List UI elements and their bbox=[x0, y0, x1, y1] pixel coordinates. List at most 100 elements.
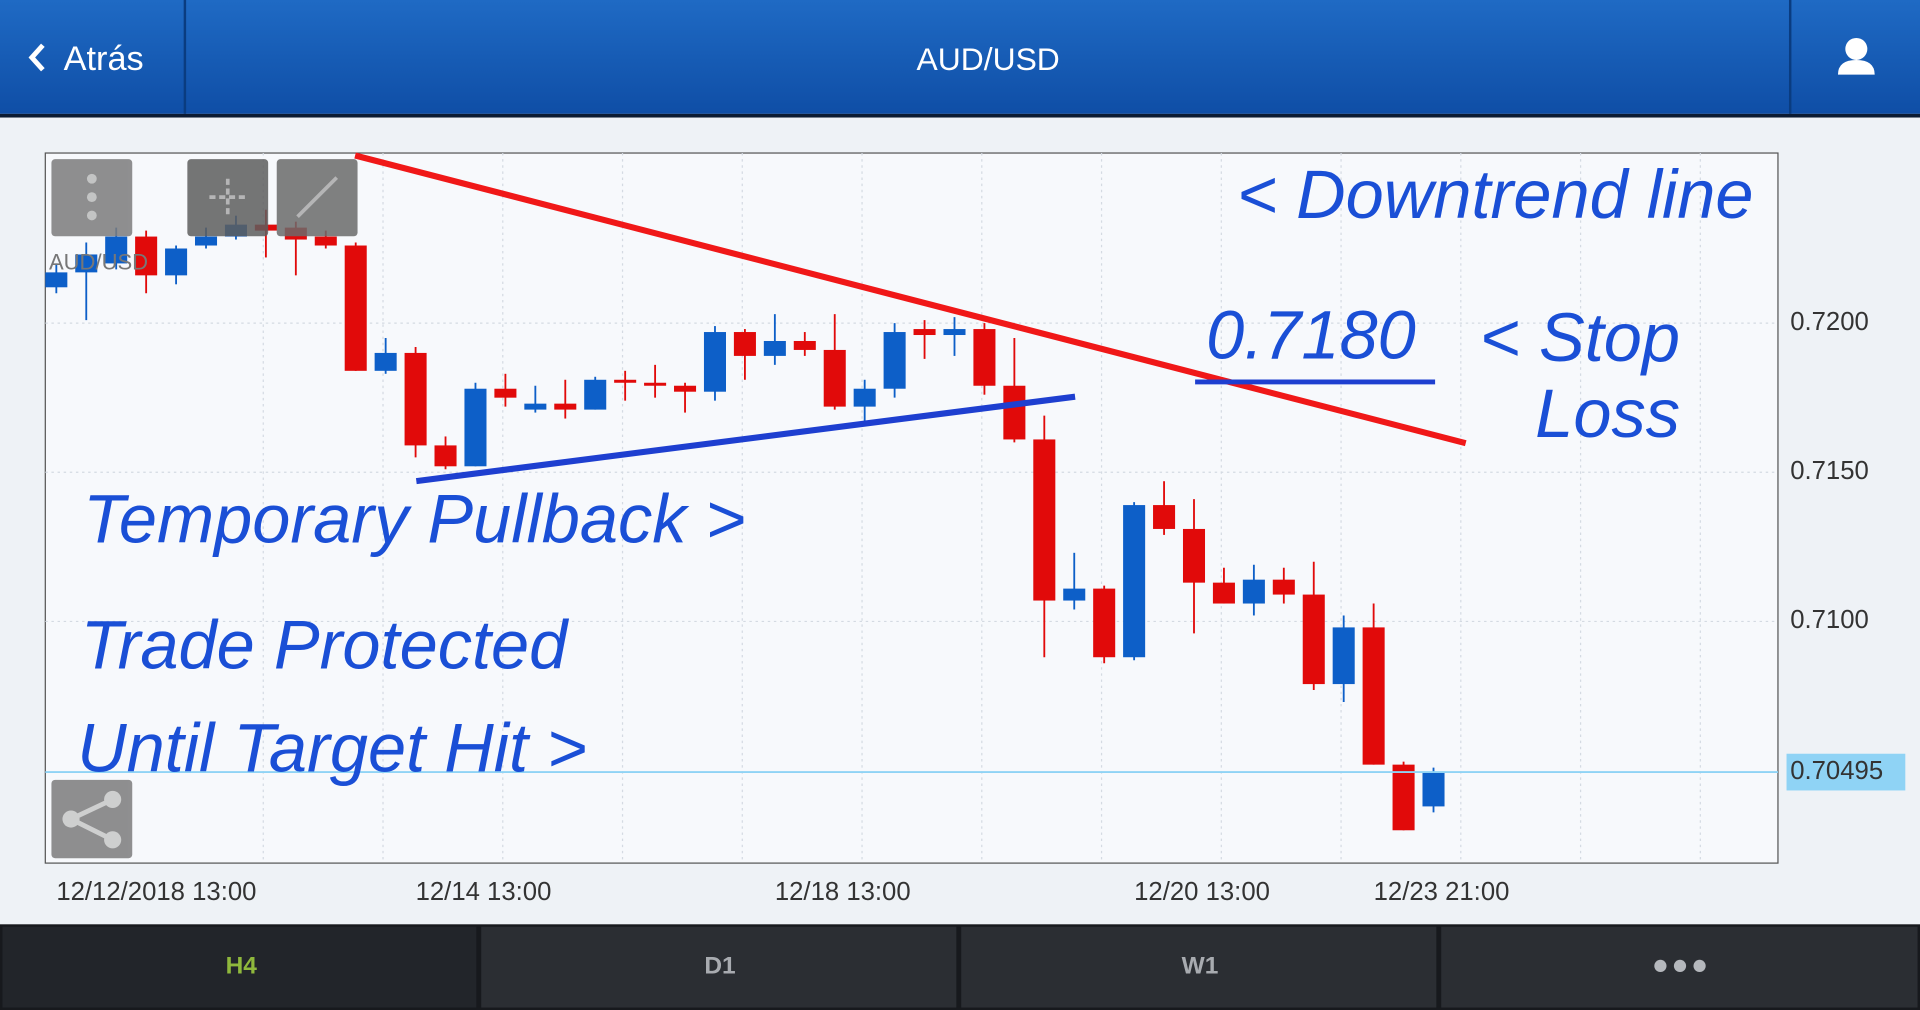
candle-body bbox=[793, 340, 816, 350]
more-tab-icon bbox=[1654, 959, 1706, 973]
last-price-label: 0.70495 bbox=[1790, 757, 1883, 785]
candle-body bbox=[973, 329, 996, 386]
candle-body bbox=[1422, 772, 1445, 807]
candle-body bbox=[703, 332, 726, 392]
tab[interactable] bbox=[481, 926, 957, 1008]
candle-body bbox=[1392, 764, 1415, 831]
y-tick-label: 0.7200 bbox=[1790, 308, 1869, 336]
chart bbox=[45, 209, 1778, 831]
candle-body bbox=[314, 236, 337, 246]
annotation: Until Target Hit > bbox=[77, 709, 587, 786]
candle-body bbox=[1182, 528, 1206, 583]
draw-button[interactable] bbox=[276, 159, 358, 237]
candle-body bbox=[45, 272, 68, 288]
candle-body bbox=[195, 236, 218, 246]
candle-body bbox=[165, 248, 188, 276]
share-icon bbox=[104, 790, 122, 808]
x-tick-label: 12/20 13:00 bbox=[1134, 878, 1270, 906]
candle-body bbox=[1242, 579, 1265, 604]
candle-body bbox=[1302, 594, 1325, 685]
share-icon bbox=[104, 831, 122, 849]
user-icon-head bbox=[1845, 37, 1868, 60]
back-button[interactable]: Atrás bbox=[28, 40, 144, 78]
candle-body bbox=[1003, 385, 1026, 440]
candle-body bbox=[554, 403, 577, 410]
back-label: Atrás bbox=[64, 40, 144, 78]
annotation: < Downtrend line bbox=[1237, 156, 1753, 233]
time-grid bbox=[262, 153, 1701, 864]
candle-body bbox=[1272, 579, 1295, 595]
menu-button[interactable] bbox=[51, 159, 133, 237]
candle-body bbox=[1093, 588, 1116, 658]
last-price-tag bbox=[1786, 753, 1906, 791]
tab-label: W1 bbox=[1182, 953, 1219, 980]
annotation: Temporary Pullback > bbox=[83, 480, 745, 557]
candle-body bbox=[1332, 627, 1355, 685]
share-icon bbox=[62, 810, 80, 828]
candle-body bbox=[674, 385, 697, 392]
candle-body bbox=[584, 379, 607, 410]
candle-body bbox=[1063, 588, 1086, 601]
candle-body bbox=[913, 329, 936, 336]
candle-body bbox=[1153, 505, 1176, 529]
user-button[interactable] bbox=[1837, 37, 1875, 75]
back-chevron bbox=[28, 43, 45, 72]
plot-area bbox=[44, 152, 1779, 864]
candle-body bbox=[763, 340, 786, 356]
x-tick-label: 12/12/2018 13:00 bbox=[56, 878, 256, 906]
header-bar bbox=[0, 0, 1920, 114]
candle-body bbox=[524, 403, 547, 410]
candle-body bbox=[75, 254, 98, 273]
pen-icon bbox=[296, 176, 339, 218]
icon-dot bbox=[86, 173, 97, 184]
tab[interactable] bbox=[2, 926, 477, 1008]
candle-body bbox=[374, 352, 397, 371]
tab-label: H4 bbox=[226, 953, 258, 980]
x-tick-label: 12/14 13:00 bbox=[416, 878, 552, 906]
icon-dot bbox=[1654, 959, 1667, 973]
candle-body bbox=[883, 332, 906, 389]
candle-body bbox=[494, 388, 517, 398]
header-title: AUD/USD bbox=[917, 41, 1060, 77]
symbol-label: AUD/USD bbox=[49, 249, 148, 274]
candle-body bbox=[404, 352, 427, 446]
user-icon-body bbox=[1837, 59, 1875, 75]
annotation: Trade Protected bbox=[81, 606, 569, 683]
downtrend-line bbox=[354, 152, 1467, 447]
x-tick-label: 12/23 21:00 bbox=[1374, 878, 1510, 906]
candle-body bbox=[464, 388, 487, 467]
annotation: 0.7180 bbox=[1206, 297, 1416, 374]
candle-body bbox=[1033, 439, 1056, 601]
icon-dot bbox=[1693, 959, 1706, 973]
candle-body bbox=[943, 329, 966, 336]
candle-body bbox=[733, 332, 756, 356]
candle-body bbox=[644, 382, 667, 386]
tab[interactable] bbox=[961, 926, 1437, 1008]
candle-body bbox=[823, 349, 846, 407]
icon-dot bbox=[1673, 959, 1687, 973]
annotation: < Stop bbox=[1480, 299, 1680, 376]
annotation: Loss bbox=[1535, 375, 1680, 452]
y-tick-label: 0.7100 bbox=[1790, 606, 1869, 634]
share-button[interactable] bbox=[51, 779, 133, 859]
icon-dot bbox=[86, 210, 97, 221]
candle-body bbox=[434, 445, 457, 467]
pullback-line bbox=[415, 393, 1076, 485]
x-tick-label: 12/18 13:00 bbox=[775, 878, 911, 906]
header-border bbox=[0, 113, 1920, 118]
icon-dot bbox=[86, 192, 97, 202]
candle-body bbox=[1362, 627, 1385, 765]
candle-body bbox=[614, 379, 637, 383]
button-bg bbox=[187, 159, 269, 237]
candle-body bbox=[1123, 505, 1146, 658]
tab-label: D1 bbox=[704, 953, 735, 980]
candle-body bbox=[853, 388, 876, 407]
crosshair-button[interactable] bbox=[187, 159, 269, 237]
candle-body bbox=[135, 236, 158, 276]
candle-body bbox=[105, 236, 128, 264]
candle-body bbox=[344, 245, 367, 371]
crosshair-icon bbox=[209, 178, 247, 216]
y-tick-label: 0.7150 bbox=[1790, 457, 1869, 485]
